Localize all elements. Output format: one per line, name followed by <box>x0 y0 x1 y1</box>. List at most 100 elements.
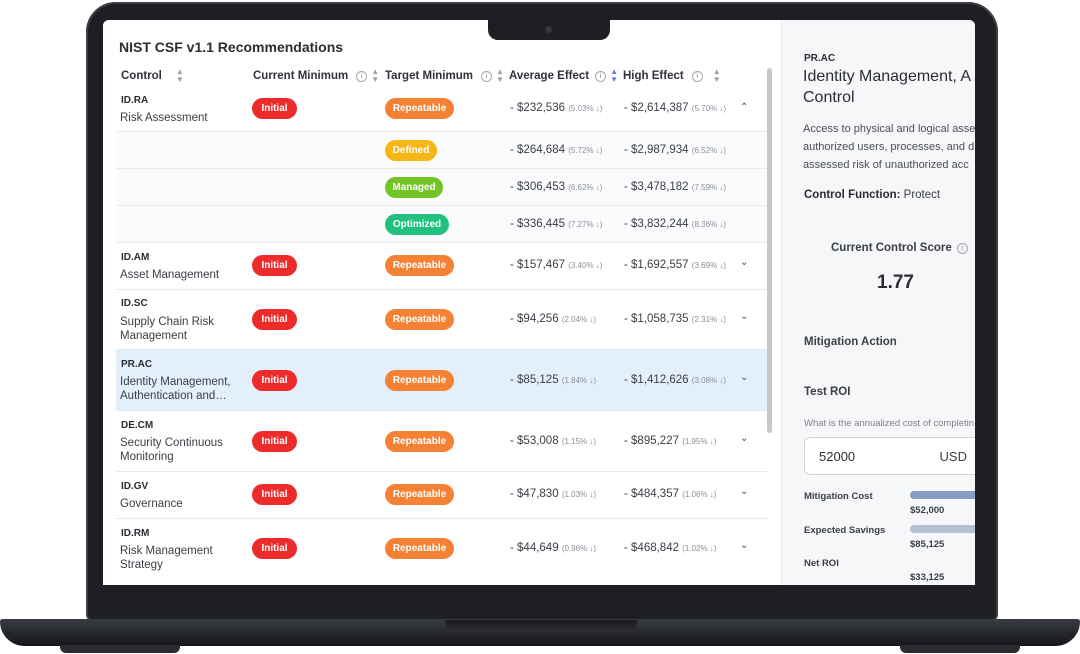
scrollbar-thumb[interactable] <box>767 68 772 433</box>
net-roi-label: Net ROI <box>804 558 839 569</box>
control-code: ID.AM <box>121 252 150 263</box>
average-effect: - $94,256 (2.04% ↓) <box>510 313 596 325</box>
average-effect-value: - $264,684 <box>510 144 565 156</box>
table-row[interactable]: ID.SC Supply Chain Risk Management Initi… <box>116 290 767 350</box>
roi-question: What is the annualized cost of completin <box>804 418 975 429</box>
screen: NIST CSF v1.1 Recommendations Control ▲ ▼… <box>103 20 975 585</box>
average-effect-value: - $47,830 <box>510 488 559 500</box>
average-effect-value: - $94,256 <box>510 313 559 325</box>
info-icon[interactable]: i <box>956 242 968 254</box>
detail-description-line: assessed risk of unauthorized acc <box>803 159 969 171</box>
average-effect: - $336,445 (7.27% ↓) <box>510 218 602 230</box>
chevron-down-icon[interactable]: ⌄ <box>740 540 749 551</box>
column-header-control[interactable]: Control ▲ ▼ <box>121 68 184 84</box>
average-effect-percent: (6.62% ↓) <box>568 183 603 192</box>
info-icon[interactable]: i <box>480 70 492 82</box>
high-effect-percent: (8.36% ↓) <box>691 220 727 229</box>
page-title: NIST CSF v1.1 Recommendations <box>119 39 344 55</box>
current-minimum-badge: Initial <box>252 370 297 391</box>
column-header-label: High Effect <box>623 70 684 82</box>
detail-control-title: Identity Management, A Control <box>803 66 975 108</box>
average-effect: - $53,008 (1.15% ↓) <box>510 435 596 447</box>
average-effect: - $44,649 (0.96% ↓) <box>510 542 596 554</box>
high-effect: - $2,614,387 (5.70% ↓) <box>624 102 726 114</box>
average-effect: - $264,684 (5.72% ↓) <box>510 144 602 156</box>
control-function-label: Control Function: <box>804 189 901 201</box>
high-effect: - $3,832,244 (8.36% ↓) <box>624 218 726 230</box>
detail-title-line: Control <box>803 89 855 106</box>
target-level-badge: Defined <box>385 140 437 161</box>
detail-description-line: authorized users, processes, and d <box>803 141 975 153</box>
high-effect-percent: (1.06% ↓) <box>682 490 717 499</box>
chevron-down-icon[interactable]: ⌄ <box>740 311 749 322</box>
table-row[interactable]: ID.GV Governance Initial Repeatable - $4… <box>116 472 767 519</box>
high-effect-value: - $3,832,244 <box>624 218 689 230</box>
high-effect-value: - $3,478,182 <box>624 181 689 193</box>
current-minimum-badge: Initial <box>252 98 297 119</box>
current-control-score-value: 1.77 <box>877 272 914 293</box>
cost-input-value[interactable]: 52000 <box>819 448 856 464</box>
column-header-high-effect[interactable]: High Effect i ▲ ▼ <box>623 68 721 84</box>
high-effect-percent: (1.02% ↓) <box>682 544 717 553</box>
table-row[interactable]: DE.CM Security Continuous Monitoring Ini… <box>116 411 767 472</box>
target-level-badge: Managed <box>385 177 443 198</box>
current-control-score-label: Current Control Score i <box>831 242 968 254</box>
high-effect: - $2,987,934 (6.52% ↓) <box>624 144 726 156</box>
control-code: ID.GV <box>121 481 149 492</box>
control-code: DE.CM <box>121 420 154 431</box>
sort-icon[interactable]: ▲ ▼ <box>495 67 504 84</box>
high-effect: - $895,227 (1.95% ↓) <box>624 435 716 447</box>
sort-icon[interactable]: ▲ ▼ <box>175 67 184 84</box>
column-header-average-effect[interactable]: Average Effect i ▲ ▼ <box>509 68 618 84</box>
average-effect-percent: (0.96% ↓) <box>561 544 597 553</box>
annualized-cost-input[interactable]: 52000 USD <box>804 437 975 475</box>
table-row[interactable]: ID.RA Risk Assessment Initial Repeatable… <box>116 84 767 132</box>
high-effect-percent: (3.08% ↓) <box>691 376 727 385</box>
sort-icon[interactable]: ▲ ▼ <box>371 67 380 84</box>
chevron-down-icon[interactable]: ⌄ <box>740 257 749 268</box>
detail-description-line: Access to physical and logical asse <box>803 123 975 135</box>
table-subrow: Optimized - $336,445 (7.27% ↓) - $3,832,… <box>116 206 767 243</box>
sort-icon[interactable]: ▲ ▼ <box>610 67 619 84</box>
control-name: Risk Assessment <box>120 112 208 124</box>
target-minimum-badge: Repeatable <box>385 309 454 330</box>
sort-icon[interactable]: ▲ ▼ <box>712 67 721 84</box>
average-effect-value: - $157,467 <box>510 259 565 271</box>
control-function-value: Protect <box>903 189 941 201</box>
control-name: Governance <box>120 498 183 510</box>
camera-lens <box>545 26 552 33</box>
expected-savings-value: $85,125 <box>910 539 945 550</box>
table-row[interactable]: ID.RM Risk Management Strategy Initial R… <box>116 519 767 581</box>
camera-notch <box>488 20 610 40</box>
average-effect: - $47,830 (1.03% ↓) <box>510 488 596 500</box>
expected-savings-bar <box>910 525 975 533</box>
info-icon[interactable]: i <box>595 70 607 82</box>
table-row-selected[interactable]: PR.AC Identity Management, Authenticatio… <box>116 350 767 411</box>
average-effect: - $157,467 (3.40% ↓) <box>510 259 602 271</box>
control-code: ID.RM <box>121 528 150 539</box>
test-roi-label: Test ROI <box>804 386 851 398</box>
chevron-up-icon[interactable]: ⌃ <box>740 102 749 113</box>
column-header-current-minimum[interactable]: Current Minimum i ▲ ▼ <box>253 68 379 84</box>
info-icon[interactable]: i <box>356 70 368 82</box>
chevron-down-icon[interactable]: ⌄ <box>740 372 749 383</box>
average-effect-percent: (7.27% ↓) <box>568 220 603 229</box>
control-code: PR.AC <box>121 359 153 370</box>
column-header-label: Target Minimum <box>385 70 473 82</box>
column-header-label: Average Effect <box>509 70 590 82</box>
average-effect-percent: (5.03% ↓) <box>568 104 603 113</box>
column-header-target-minimum[interactable]: Target Minimum i ▲ ▼ <box>385 68 504 84</box>
table-subrow: Managed - $306,453 (6.62% ↓) - $3,478,18… <box>116 169 767 206</box>
laptop-foot-left <box>60 645 180 653</box>
high-effect-percent: (7.59% ↓) <box>691 183 727 192</box>
table-row[interactable]: ID.AM Asset Management Initial Repeatabl… <box>116 243 767 290</box>
chevron-down-icon[interactable]: ⌄ <box>740 486 749 497</box>
high-effect-value: - $484,357 <box>624 488 679 500</box>
average-effect-value: - $232,536 <box>510 102 565 114</box>
info-icon[interactable]: i <box>691 70 703 82</box>
chevron-down-icon[interactable]: ⌄ <box>740 433 749 444</box>
control-name: Security Continuous Monitoring <box>120 437 223 463</box>
laptop-foot-right <box>900 645 1020 653</box>
control-table-body: ID.RA Risk Assessment Initial Repeatable… <box>116 84 767 581</box>
average-effect: - $232,536 (5.03% ↓) <box>510 102 602 114</box>
